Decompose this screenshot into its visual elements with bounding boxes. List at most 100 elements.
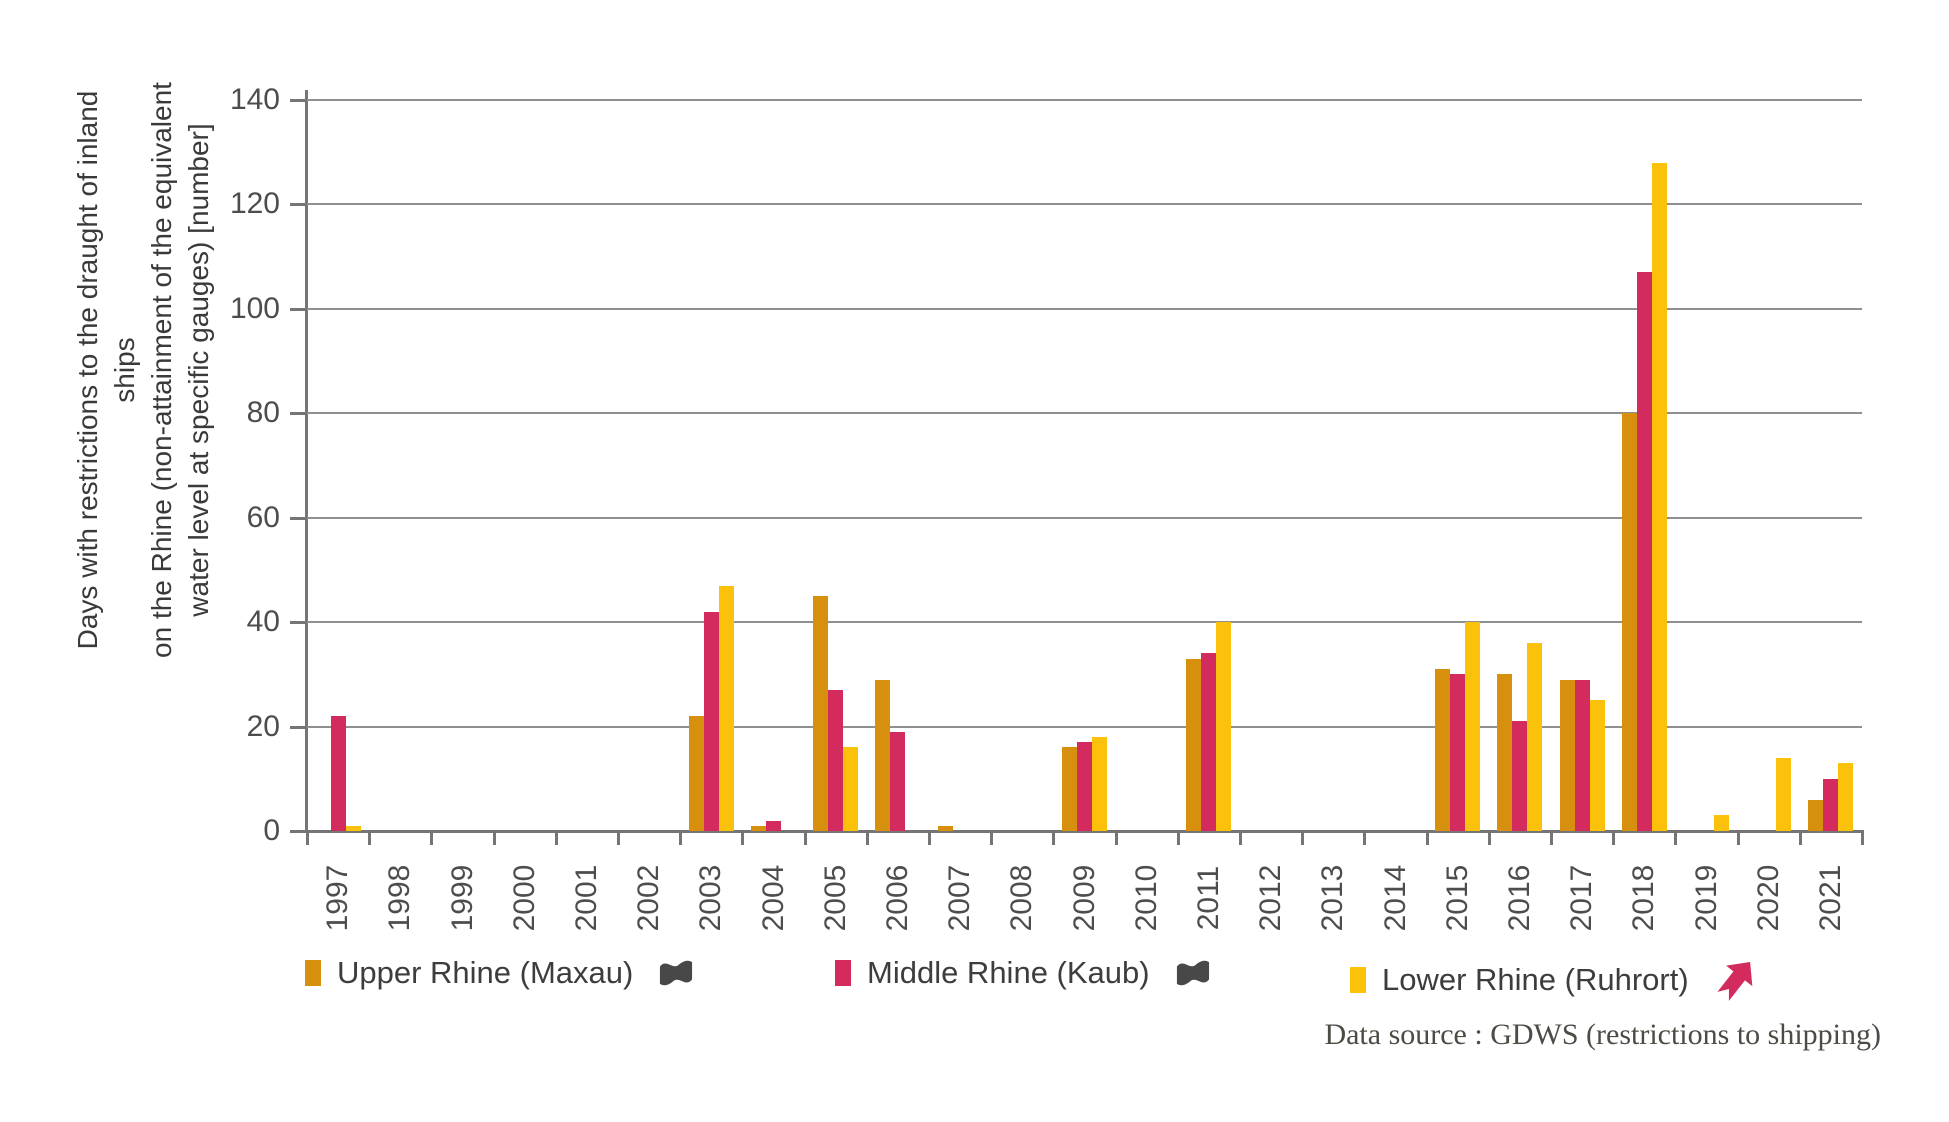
x-tick: [1301, 831, 1305, 845]
x-tick: [1550, 831, 1553, 845]
bar-middle-rhine-kaub--2018: [1636, 272, 1652, 831]
bar-lower-rhine-ruhrort--2017: [1589, 700, 1605, 831]
y-tick-40: [290, 621, 305, 625]
bar-middle-rhine-kaub--2003: [703, 611, 719, 831]
x-axis-label-2011: 2011: [1191, 865, 1225, 931]
bar-lower-rhine-ruhrort--2011: [1216, 622, 1232, 831]
x-tick: [803, 831, 807, 845]
bar-middle-rhine-kaub--2011: [1201, 653, 1217, 831]
x-axis-label-1998: 1998: [383, 864, 417, 932]
x-tick: [430, 831, 434, 845]
bar-middle-rhine-kaub--2016: [1512, 721, 1528, 831]
legend-item-middle-rhine: Middle Rhine (Kaub): [835, 955, 1214, 991]
bar-middle-rhine-kaub--1997: [330, 716, 346, 831]
bar-lower-rhine-ruhrort--2003: [718, 585, 734, 831]
y-tick-label-60: 60: [246, 500, 280, 534]
x-tick: [1674, 831, 1678, 845]
gridline-80: [307, 412, 1862, 415]
y-axis-title: Days with restrictions to the draught of…: [69, 65, 214, 675]
bar-lower-rhine-ruhrort--2016: [1527, 643, 1543, 831]
legend-item-lower-rhine: Lower Rhine (Ruhrort): [1350, 955, 1761, 1005]
legend-swatch-lower-rhine: [1350, 967, 1366, 993]
gridline-60: [307, 516, 1862, 519]
trend-arrow-icon: [1717, 961, 1753, 1001]
x-tick: [1612, 831, 1616, 845]
x-axis-label-2010: 2010: [1129, 864, 1163, 932]
y-axis-title-line: on the Rhine (non-attainment of the equi…: [146, 82, 177, 658]
y-axis-title-line: water level at specific gauges) [number]: [183, 123, 214, 617]
x-axis-label-2018: 2018: [1627, 864, 1661, 932]
y-tick-120: [290, 203, 305, 207]
x-axis-label-2015: 2015: [1440, 864, 1474, 932]
x-axis-label-2013: 2013: [1316, 864, 1350, 932]
bar-middle-rhine-kaub--2004: [766, 820, 781, 831]
x-axis-label-2002: 2002: [632, 864, 666, 932]
bar-middle-rhine-kaub--2017: [1574, 679, 1590, 831]
x-tick: [741, 831, 745, 845]
y-tick-140: [290, 99, 305, 102]
bar-upper-rhine-maxau--2005: [813, 596, 829, 831]
x-axis-label-2008: 2008: [1005, 864, 1039, 932]
x-tick: [679, 831, 683, 845]
bar-upper-rhine-maxau--2018: [1621, 413, 1637, 831]
bar-upper-rhine-maxau--2017: [1559, 679, 1575, 831]
bar-upper-rhine-maxau--2016: [1497, 674, 1513, 831]
x-axis-label-2003: 2003: [694, 864, 728, 932]
bar-middle-rhine-kaub--2015: [1450, 674, 1466, 831]
wave-flag-icon: [1176, 960, 1209, 986]
x-tick: [1487, 831, 1491, 845]
bar-upper-rhine-maxau--2009: [1062, 747, 1077, 831]
x-axis-label-2006: 2006: [880, 864, 914, 932]
x-axis-label-2014: 2014: [1378, 864, 1412, 932]
x-axis-label-2009: 2009: [1067, 864, 1101, 932]
x-tick: [1239, 831, 1242, 845]
wave-flag-icon: [660, 960, 693, 986]
bar-upper-rhine-maxau--2021: [1808, 799, 1824, 831]
x-axis-label-2016: 2016: [1502, 864, 1536, 932]
legend-label-middle-rhine: Middle Rhine (Kaub): [867, 955, 1150, 990]
x-axis-label-2019: 2019: [1689, 864, 1723, 932]
bar-middle-rhine-kaub--2021: [1823, 778, 1839, 831]
x-axis-label-2001: 2001: [569, 864, 603, 932]
y-tick-20: [290, 725, 305, 729]
y-tick-0: [290, 830, 305, 833]
x-tick: [368, 831, 372, 845]
x-tick: [1861, 831, 1864, 845]
x-tick: [1363, 831, 1367, 845]
x-tick: [1114, 831, 1118, 845]
y-tick-label-100: 100: [229, 291, 280, 325]
bar-lower-rhine-ruhrort--2005: [843, 747, 859, 831]
y-tick-label-120: 120: [229, 187, 280, 221]
x-tick: [1425, 831, 1429, 845]
bar-lower-rhine-ruhrort--2021: [1838, 763, 1854, 831]
bar-middle-rhine-kaub--2009: [1077, 742, 1092, 831]
y-axis-line: [305, 90, 308, 832]
y-tick-label-80: 80: [246, 396, 280, 430]
y-tick-60: [290, 516, 305, 520]
x-tick: [1052, 831, 1056, 845]
x-tick: [492, 831, 496, 845]
plot-area: 0 20 40 60 80 100 120 140 1997 1998 1999 2000 2001 20…: [230, 83, 1864, 931]
x-axis-label-1997: 1997: [321, 864, 355, 932]
x-axis-label-2012: 2012: [1254, 864, 1288, 932]
legend-label-lower-rhine: Lower Rhine (Ruhrort): [1382, 962, 1689, 997]
x-axis-label-1999: 1999: [445, 864, 479, 932]
y-tick-label-0: 0: [263, 814, 280, 847]
y-tick-label-40: 40: [246, 605, 280, 639]
x-tick: [1176, 831, 1180, 845]
bar-middle-rhine-kaub--2005: [828, 690, 844, 831]
bar-upper-rhine-maxau--2003: [688, 716, 704, 831]
x-tick: [1798, 831, 1802, 845]
y-tick-label-140: 140: [229, 83, 280, 116]
bar-lower-rhine-ruhrort--2009: [1092, 737, 1107, 831]
x-axis-label-2017: 2017: [1565, 864, 1599, 932]
x-axis-label-2007: 2007: [943, 864, 977, 932]
gridline-100: [307, 307, 1862, 310]
bar-upper-rhine-maxau--2011: [1186, 658, 1202, 831]
gridline-20: [307, 725, 1862, 728]
x-tick: [1736, 831, 1740, 845]
bar-lower-rhine-ruhrort--1997: [345, 825, 361, 831]
x-axis-label-2004: 2004: [756, 864, 790, 932]
x-tick: [306, 831, 309, 845]
